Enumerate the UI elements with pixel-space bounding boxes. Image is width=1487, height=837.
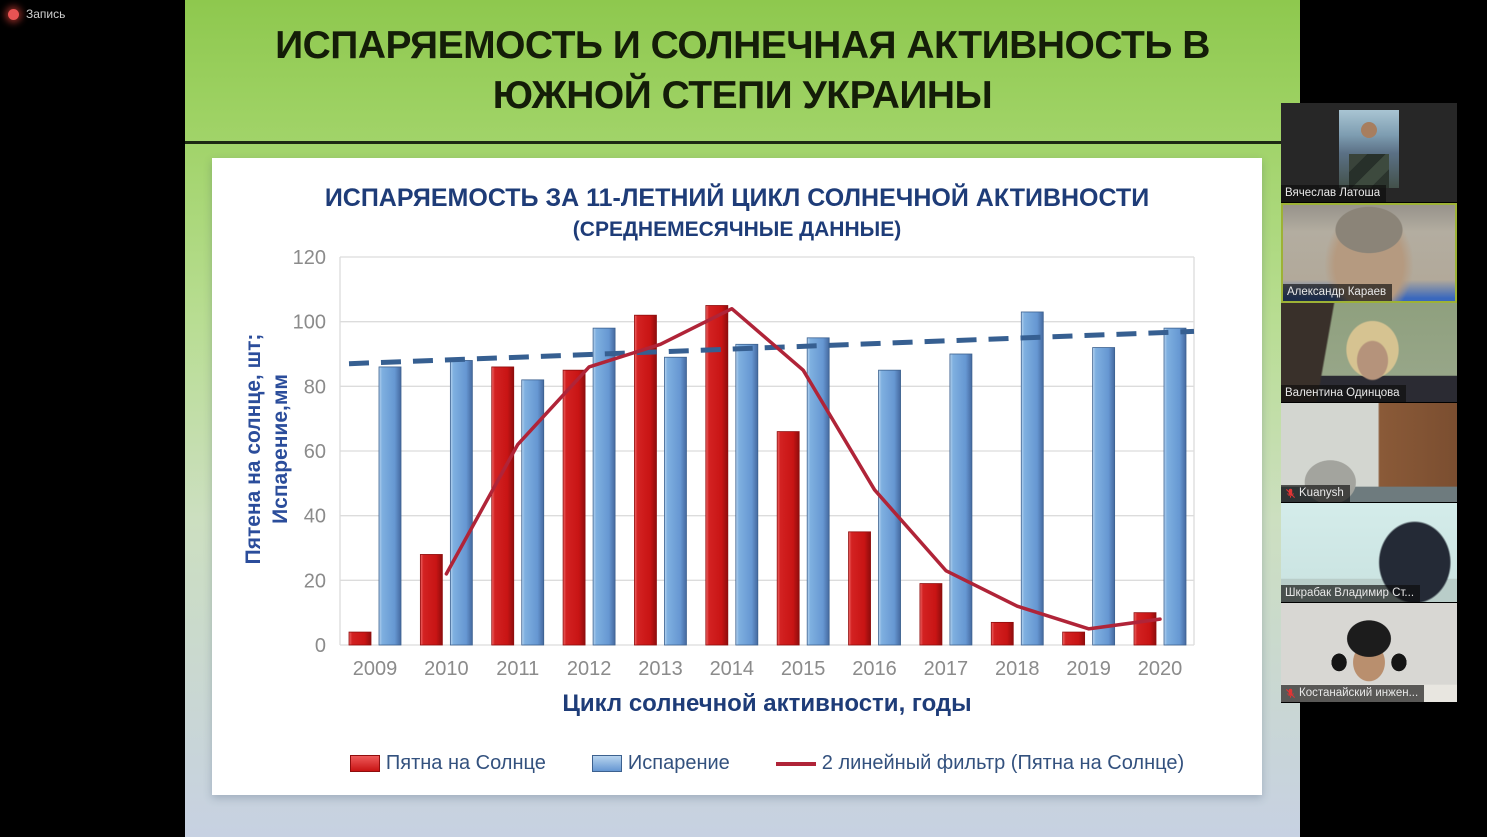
svg-text:2016: 2016 xyxy=(852,658,897,680)
participant-nameplate: Костанайский инжен... xyxy=(1281,685,1425,702)
svg-text:2019: 2019 xyxy=(1066,658,1111,680)
svg-text:0: 0 xyxy=(315,635,326,657)
svg-text:120: 120 xyxy=(293,247,326,269)
svg-text:2020: 2020 xyxy=(1138,658,1183,680)
participant-nameplate: Александр Караев xyxy=(1283,284,1393,301)
legend-label-evaporation: Испарение xyxy=(627,752,730,774)
chart-plot: 0 20 40 60 80 100 120 2009 2010 2011 2012 2013 2014 2… xyxy=(293,247,1195,680)
svg-text:100: 100 xyxy=(293,312,326,334)
svg-text:2009: 2009 xyxy=(353,658,398,680)
mic-muted-icon xyxy=(1285,688,1296,698)
red-bar-swatch-icon xyxy=(349,755,380,772)
participant-nameplate: Вячеслав Латоша xyxy=(1281,185,1387,202)
x-axis-label: Цикл солнечной активности, годы xyxy=(562,690,972,717)
y-axis-label-line1: Пятена на солнце, шт; xyxy=(242,333,265,565)
participant-tile-3[interactable]: Валентина Одинцова xyxy=(1281,303,1457,403)
legend-item-sunspots: Пятна на Солнце xyxy=(349,752,546,775)
svg-text:20: 20 xyxy=(304,570,326,592)
recording-label: Запись xyxy=(26,7,66,21)
participant-tile-2[interactable]: Александр Караев xyxy=(1281,203,1457,303)
recording-dot-icon xyxy=(8,8,19,20)
svg-text:2010: 2010 xyxy=(424,658,469,680)
participant-tile-5[interactable]: Шкрабак Владимир Ст... xyxy=(1281,503,1457,603)
svg-text:60: 60 xyxy=(304,441,326,463)
participant-tile-1[interactable]: Вячеслав Латоша xyxy=(1281,103,1457,203)
chart-title-line1: ИСПАРЯЕМОСТЬ ЗА 11-ЛЕТНИЙ ЦИКЛ СОЛНЕЧНОЙ… xyxy=(324,184,1150,212)
chart-legend: Пятна на Солнце Испарение 2 линейный фил… xyxy=(340,752,1194,775)
legend-label-filter: 2 линейный фильтр (Пятна на Солнце) xyxy=(821,752,1185,774)
legend-item-filter: 2 линейный фильтр (Пятна на Солнце) xyxy=(775,752,1185,775)
participants-panel: Вячеслав Латоша Александр Караев Валенти… xyxy=(1281,103,1457,703)
mic-muted-icon xyxy=(1285,488,1296,498)
red-line-swatch-icon xyxy=(775,761,816,766)
legend-label-sunspots: Пятна на Солнце xyxy=(385,752,546,774)
participant-name: Kuanysh xyxy=(1299,487,1344,499)
y-axis-label: Пятена на солнце, шт; Испарение,мм xyxy=(222,253,312,645)
participant-name: Валентина Одинцова xyxy=(1285,387,1400,399)
participant-nameplate: Шкрабак Владимир Ст... xyxy=(1281,585,1421,602)
participant-name: Костанайский инжен... xyxy=(1299,687,1419,699)
chart-title-line2: (СРЕДНЕМЕСЯЧНЫЕ ДАННЫЕ) xyxy=(572,218,902,241)
svg-text:2011: 2011 xyxy=(496,658,539,680)
svg-text:80: 80 xyxy=(304,376,326,398)
participant-nameplate: Kuanysh xyxy=(1281,485,1350,502)
slide-title-line1: ИСПАРЯЕМОСТЬ И СОЛНЕЧНАЯ АКТИВНОСТЬ В xyxy=(275,23,1210,67)
participant-tile-4[interactable]: Kuanysh xyxy=(1281,403,1457,503)
participant-name: Александр Караев xyxy=(1287,286,1387,298)
shared-slide: ИСПАРЯЕМОСТЬ И СОЛНЕЧНАЯ АКТИВНОСТЬ В ЮЖ… xyxy=(185,0,1300,837)
svg-text:40: 40 xyxy=(304,506,326,528)
slide-title-line2: ЮЖНОЙ СТЕПИ УКРАИНЫ xyxy=(492,73,993,117)
participant-tile-6[interactable]: Костанайский инжен... xyxy=(1281,603,1457,703)
svg-text:2012: 2012 xyxy=(567,658,612,680)
recording-indicator: Запись xyxy=(8,7,65,21)
svg-text:2013: 2013 xyxy=(638,658,683,680)
participant-name: Вячеслав Латоша xyxy=(1285,187,1381,199)
participant-nameplate: Валентина Одинцова xyxy=(1281,385,1406,402)
participant-name: Шкрабак Владимир Ст... xyxy=(1285,587,1415,599)
y-axis-label-line2: Испарение,мм xyxy=(269,374,292,524)
participant-avatar xyxy=(1339,110,1399,188)
slide-title-band: ИСПАРЯЕМОСТЬ И СОЛНЕЧНАЯ АКТИВНОСТЬ В ЮЖ… xyxy=(185,0,1300,144)
svg-text:2018: 2018 xyxy=(995,658,1040,680)
svg-text:2015: 2015 xyxy=(781,658,826,680)
blue-bar-swatch-icon xyxy=(591,755,622,772)
chart-card: ИСПАРЯЕМОСТЬ ЗА 11-ЛЕТНИЙ ЦИКЛ СОЛНЕЧНОЙ… xyxy=(212,158,1262,795)
svg-text:2014: 2014 xyxy=(710,658,755,680)
legend-item-evaporation: Испарение xyxy=(591,752,730,775)
svg-text:2017: 2017 xyxy=(924,658,969,680)
